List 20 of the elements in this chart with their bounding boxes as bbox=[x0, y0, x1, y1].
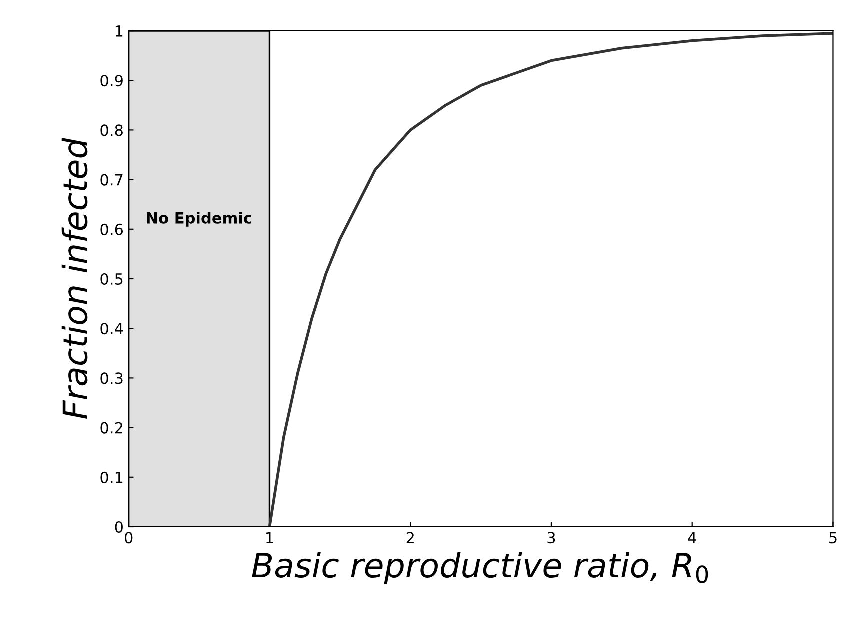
y-tick-label: 0.3 bbox=[100, 372, 123, 384]
y-tick-label: 0.4 bbox=[100, 323, 124, 335]
y-tick-label: 0.9 bbox=[100, 75, 123, 87]
band-label: No Epidemic bbox=[147, 212, 252, 227]
x-tick-label: 2 bbox=[406, 532, 414, 544]
y-tick-label: 0.2 bbox=[100, 422, 122, 434]
y-tick-label: 0.7 bbox=[100, 174, 123, 186]
y-tick-label: 0.8 bbox=[100, 124, 123, 136]
x-axis-title: Basic reproductive ratio, R$_{0}$ bbox=[252, 552, 708, 584]
y-tick-label: 1 bbox=[116, 26, 123, 37]
x-tick-label: 0 bbox=[124, 532, 133, 544]
x-tick-label: 5 bbox=[830, 532, 837, 544]
y-tick-label: 0.5 bbox=[100, 273, 123, 286]
x-tick-label: 1 bbox=[266, 532, 274, 544]
y-tick-label: 0 bbox=[115, 521, 123, 534]
y-tick-label: 0.1 bbox=[100, 472, 123, 484]
x-tick-label: 4 bbox=[688, 532, 696, 544]
y-tick-label: 0.6 bbox=[100, 224, 124, 236]
y-axis-title: Fraction infected bbox=[62, 138, 88, 419]
x-tick-label: 3 bbox=[548, 532, 556, 544]
